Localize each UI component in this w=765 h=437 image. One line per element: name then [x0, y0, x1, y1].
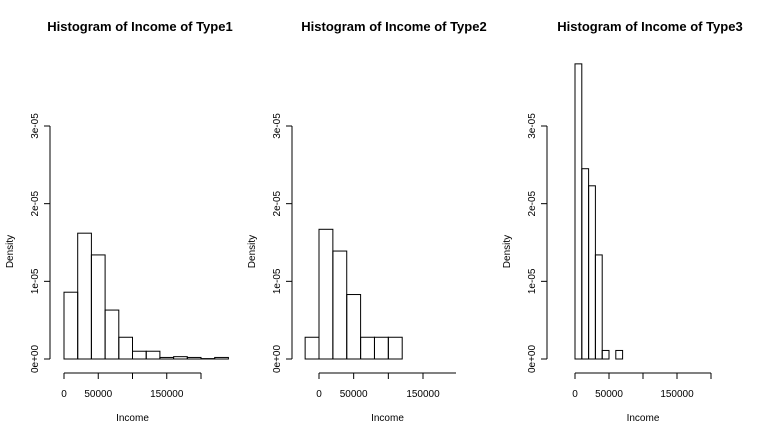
histogram-bar	[77, 232, 92, 360]
y-tick-label: 2e-05	[527, 190, 538, 216]
histogram-bar	[581, 168, 590, 360]
histogram-bar	[318, 228, 334, 360]
histogram-bar	[63, 291, 79, 360]
histogram-bar	[615, 349, 624, 360]
x-axis-label: Income	[627, 413, 660, 424]
x-tick-label: 50000	[340, 389, 368, 400]
chart-title: Histogram of Income of Type2	[301, 19, 486, 34]
histogram-bar	[186, 356, 202, 360]
x-tick-label: 150000	[150, 389, 184, 400]
x-tick-label: 150000	[406, 389, 440, 400]
x-axis-label: Income	[116, 413, 149, 424]
chart-title: Histogram of Income of Type1	[47, 19, 232, 34]
histogram-bar	[104, 309, 120, 360]
x-tick-label: 0	[61, 389, 67, 400]
histogram-bar	[346, 294, 362, 360]
histogram-bar	[601, 349, 610, 360]
histogram-bar	[594, 254, 603, 360]
histogram-bar	[145, 350, 161, 360]
histogram-bar	[588, 185, 596, 360]
y-tick-label: 1e-05	[30, 268, 41, 294]
chart-title: Histogram of Income of Type3	[557, 19, 742, 34]
histogram-bar	[90, 254, 106, 360]
y-tick-label: 3e-05	[527, 113, 538, 139]
histogram-bar	[373, 336, 389, 360]
histogram-panel-2: Histogram of Income of Type2 0 50000 150000…	[247, 19, 487, 424]
histogram-bar	[214, 356, 229, 360]
histogram-panel-1: Histogram of Income of Type1 0 50000 150000…	[5, 19, 233, 424]
x-tick-label: 0	[572, 389, 578, 400]
y-axis-label: Density	[502, 235, 513, 268]
y-tick-label: 2e-05	[30, 190, 41, 216]
y-tick-label: 0e+00	[30, 345, 41, 374]
y-axis-label: Density	[247, 235, 258, 268]
x-tick-label: 150000	[660, 389, 694, 400]
histogram-bar	[360, 336, 375, 360]
y-axis-label: Density	[5, 235, 16, 268]
y-tick-label: 0e+00	[527, 345, 538, 374]
histogram-bar	[387, 336, 403, 360]
histogram-panel-3: Histogram of Income of Type3 0 50000 150000…	[502, 19, 743, 424]
histogram-bar	[173, 356, 188, 360]
histogram-bar	[159, 356, 175, 360]
y-tick-label: 1e-05	[527, 268, 538, 294]
y-tick-label: 0e+00	[272, 345, 283, 374]
y-tick-label: 1e-05	[272, 268, 283, 294]
histogram-bar	[304, 336, 320, 360]
x-tick-label: 50000	[595, 389, 623, 400]
histogram-bar	[118, 336, 134, 360]
y-tick-label: 2e-05	[272, 190, 283, 216]
x-tick-label: 0	[316, 389, 322, 400]
x-tick-label: 50000	[84, 389, 112, 400]
histogram-bar	[574, 63, 583, 360]
y-tick-label: 3e-05	[272, 113, 283, 139]
histogram-bar	[132, 350, 147, 360]
y-tick-label: 3e-05	[30, 113, 41, 139]
x-axis-label: Income	[371, 413, 404, 424]
histogram-bar	[332, 250, 348, 360]
